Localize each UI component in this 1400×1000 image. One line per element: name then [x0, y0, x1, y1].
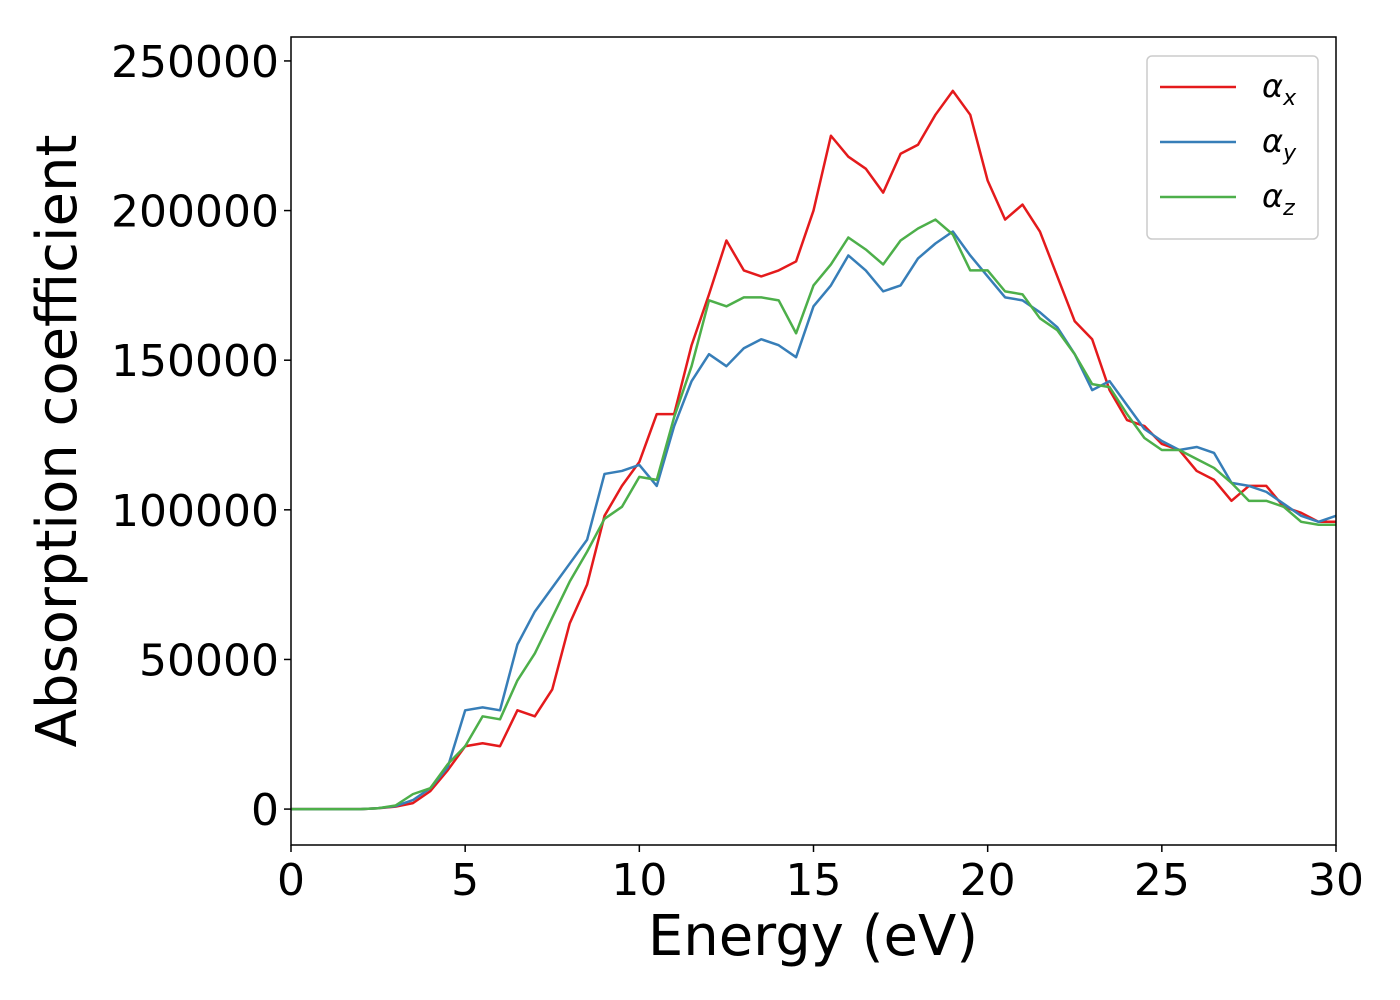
x-tick-label: 20 — [960, 855, 1016, 906]
y-tick-label: 100000 — [111, 486, 279, 537]
plot-frame — [290, 36, 1337, 846]
x-tick-label: 30 — [1308, 855, 1364, 906]
series-line — [291, 218, 1336, 811]
x-axis-label: Energy (eV) — [648, 904, 978, 969]
y-tick-label: 150000 — [111, 336, 279, 387]
y-tick-label: 250000 — [111, 37, 279, 88]
y-tick-label: 0 — [251, 785, 279, 836]
legend-label: αx — [1262, 67, 1297, 111]
x-tick-label: 10 — [611, 855, 667, 906]
y-tick-label: 50000 — [139, 635, 279, 686]
x-tick-label: 5 — [451, 855, 479, 906]
legend-label: αy — [1262, 122, 1297, 166]
x-tick-label: 15 — [786, 855, 842, 906]
legend-box — [1146, 55, 1319, 240]
y-axis-label: Absorption coefficient — [25, 135, 90, 748]
x-tick-label: 25 — [1134, 855, 1190, 906]
y-tick-label: 200000 — [111, 187, 279, 238]
x-tick-label: 0 — [277, 855, 305, 906]
legend-label: αz — [1262, 177, 1295, 221]
series-line — [291, 230, 1337, 811]
